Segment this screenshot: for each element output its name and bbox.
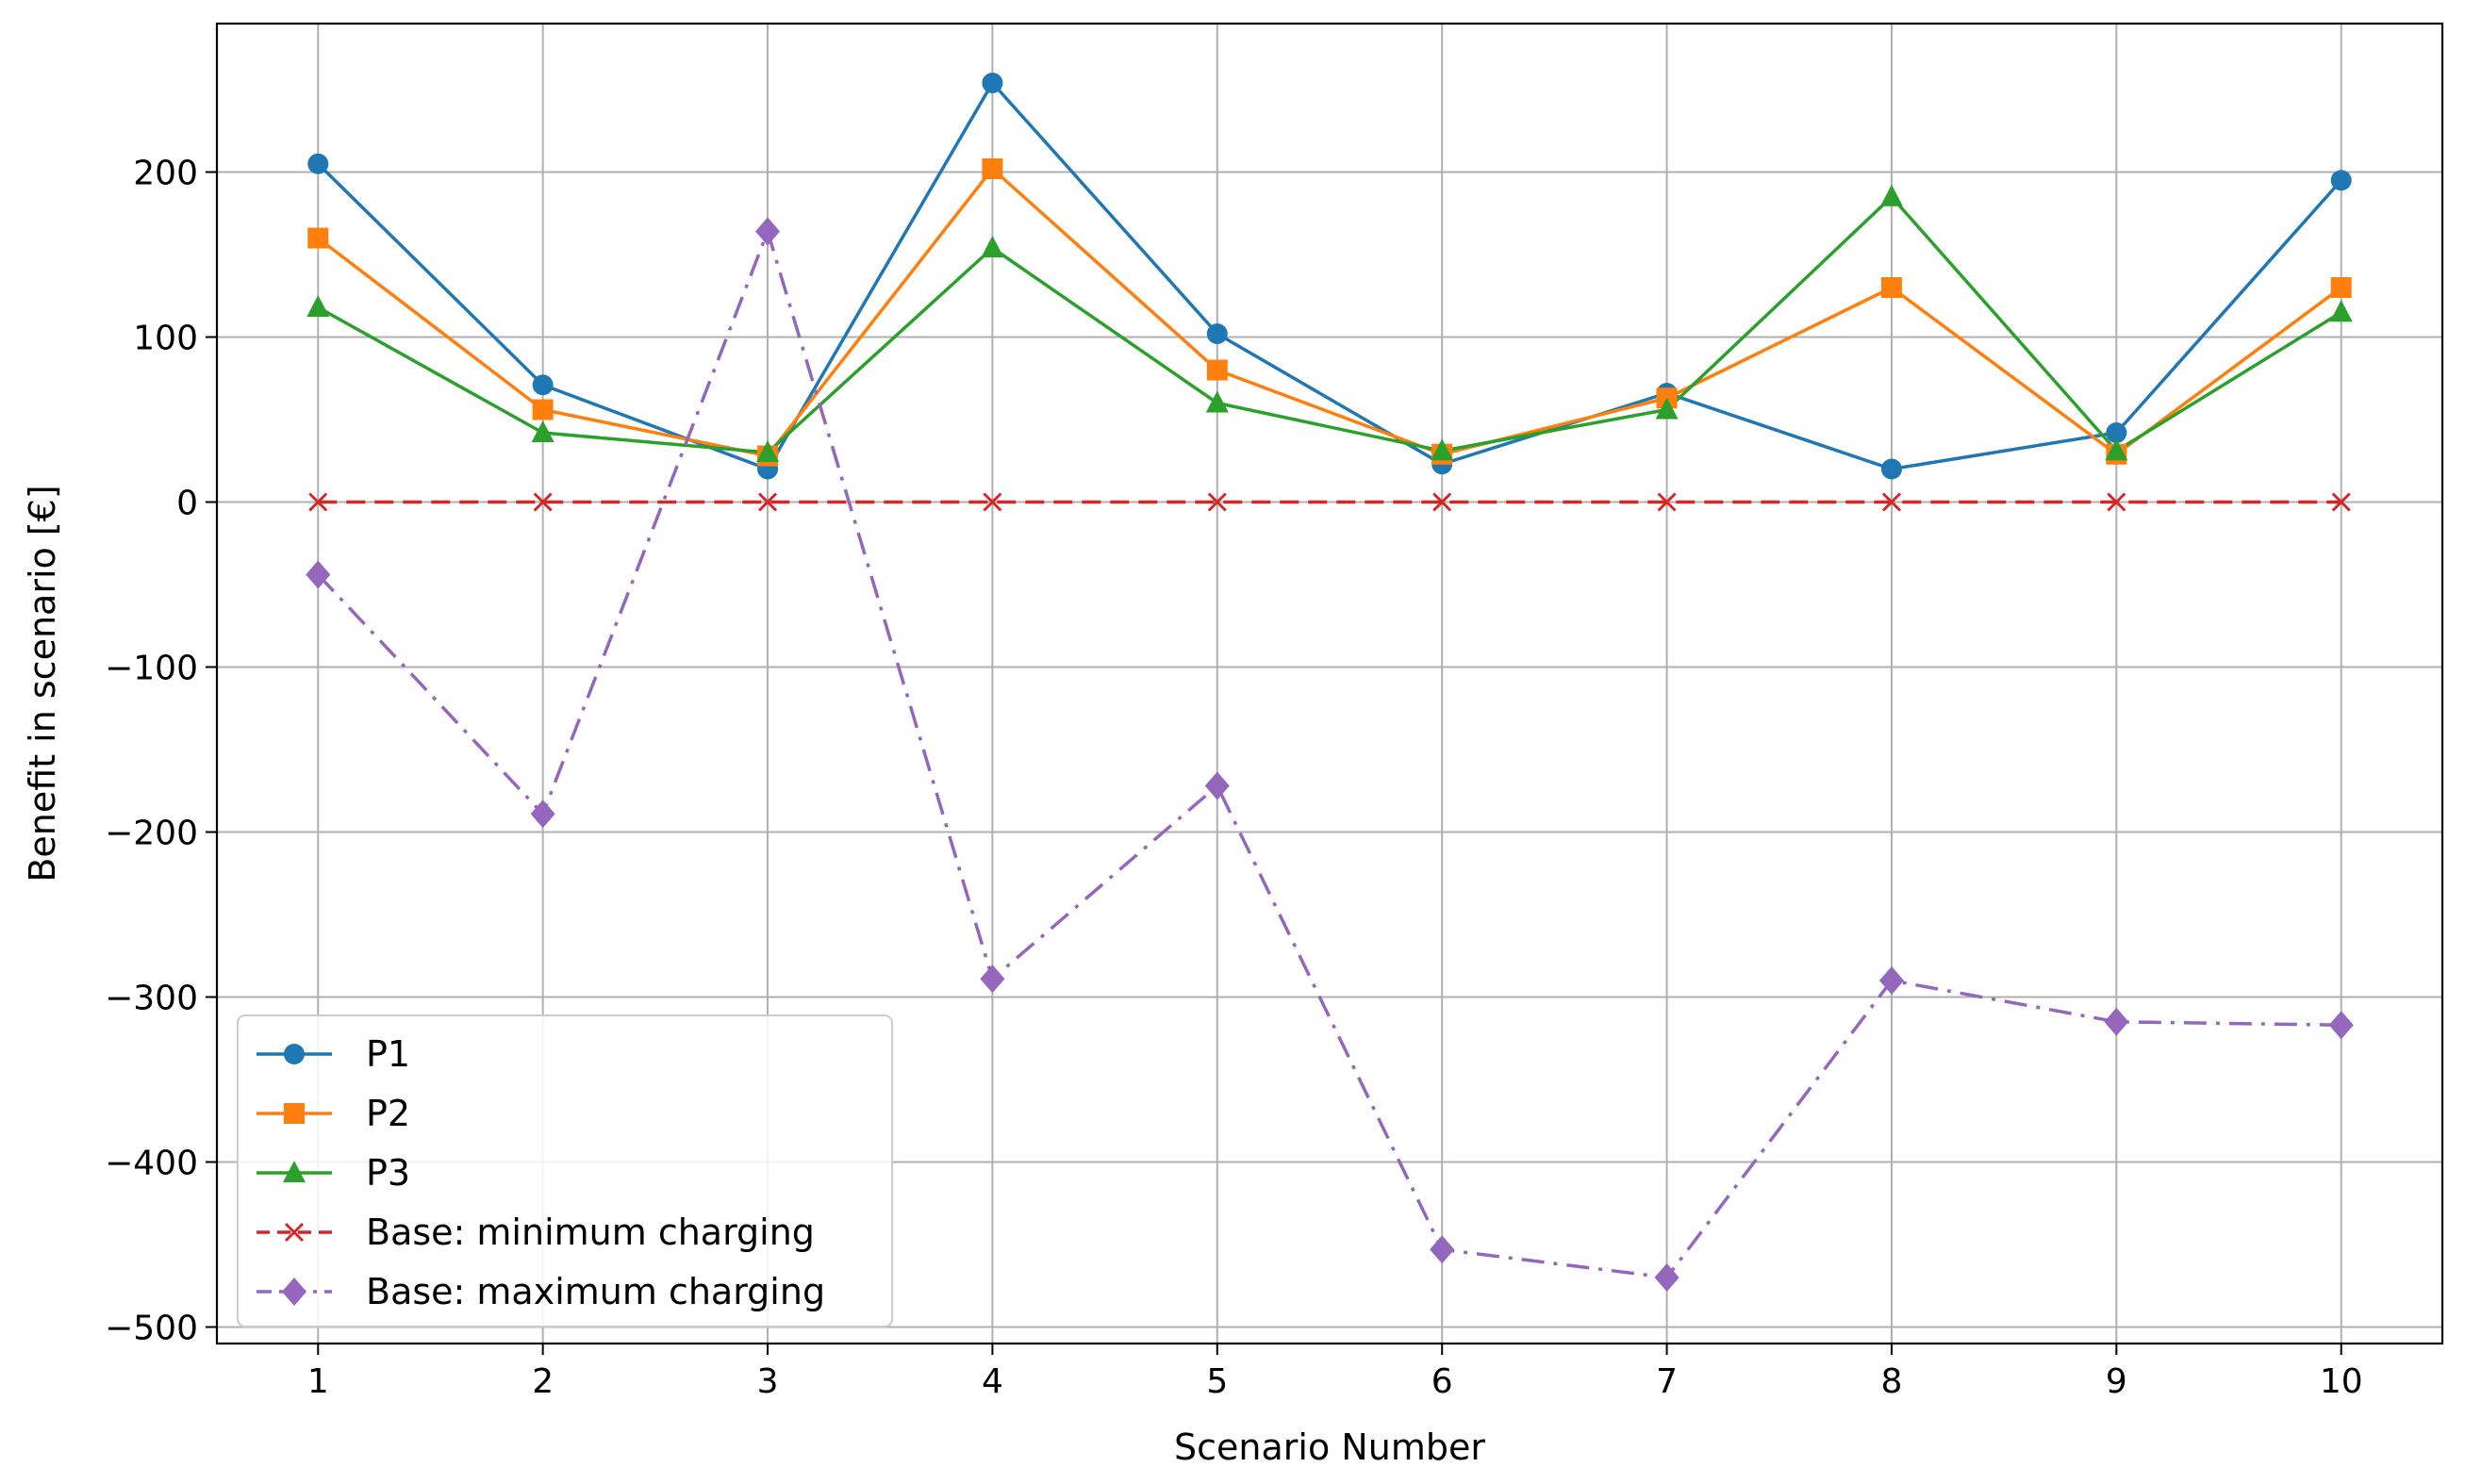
- legend-label-base-minimum-charging: Base: minimum charging: [366, 1212, 815, 1253]
- y-tick-label: −400: [105, 1145, 198, 1183]
- data-point-p1: [982, 73, 1003, 93]
- x-tick-label: 1: [307, 1362, 329, 1401]
- data-point-base-minimum-charging: [1207, 492, 1227, 512]
- data-point-p2: [1206, 359, 1228, 381]
- y-axis-label: Benefit in scenario [€]: [22, 485, 63, 882]
- data-point-base-minimum-charging: [2107, 492, 2126, 512]
- legend-marker-p3: [283, 1161, 306, 1182]
- legend-marker-base-maximum-charging: [282, 1278, 306, 1306]
- data-point-base-minimum-charging: [1432, 492, 1452, 512]
- data-point-base-minimum-charging: [757, 492, 778, 512]
- x-tick-label: 9: [2106, 1362, 2127, 1401]
- y-tick-label: 100: [133, 320, 198, 358]
- x-tick-label: 3: [757, 1362, 779, 1401]
- legend-label-p3: P3: [366, 1152, 410, 1194]
- data-point-p2: [2330, 277, 2352, 298]
- data-point-p3: [1879, 184, 1903, 206]
- series-line-p3: [317, 195, 2342, 454]
- data-point-p2: [982, 158, 1003, 179]
- data-point-base-maximum-charging: [1204, 771, 1230, 800]
- data-point-base-maximum-charging: [980, 965, 1005, 994]
- data-point-p1: [532, 374, 554, 396]
- legend-label-base-maximum-charging: Base: maximum charging: [366, 1271, 825, 1312]
- data-point-p3: [1655, 397, 1679, 420]
- data-point-p3: [2329, 300, 2353, 322]
- y-tick-label: 200: [133, 155, 198, 193]
- data-point-base-maximum-charging: [306, 560, 331, 589]
- data-point-p1: [307, 153, 329, 174]
- series-lines: [316, 81, 2343, 1279]
- data-point-p3: [531, 420, 554, 442]
- data-point-base-minimum-charging: [2331, 492, 2351, 512]
- legend-marker-base-minimum-charging: [284, 1222, 305, 1243]
- legend-marker-p1: [284, 1044, 305, 1064]
- data-point-p2: [532, 399, 554, 420]
- data-point-base-maximum-charging: [1430, 1235, 1455, 1264]
- data-point-base-maximum-charging: [2104, 1007, 2129, 1036]
- data-point-base-maximum-charging: [1878, 966, 1904, 995]
- data-point-base-minimum-charging: [1881, 492, 1902, 512]
- data-point-p1: [1206, 323, 1228, 344]
- data-point-p2: [307, 227, 329, 249]
- axis-ticks: 1 2 3 4 5 6 7 8 9 10 −500 −400 −300 −200 −100 0 100 200: [105, 155, 2363, 1402]
- legend-marker-p2: [284, 1103, 305, 1124]
- legend-box: [237, 1014, 893, 1327]
- y-tick-label: 0: [176, 485, 198, 523]
- legend: P1 P2 P3 Base: minimum charging Base: maximu…: [237, 1014, 893, 1327]
- data-point-p2: [1880, 277, 1902, 298]
- data-point-base-maximum-charging: [755, 217, 781, 246]
- x-tick-label: 7: [1656, 1362, 1678, 1401]
- data-point-base-minimum-charging: [308, 492, 328, 512]
- y-tick-label: −300: [105, 980, 198, 1018]
- data-point-p3: [1205, 390, 1229, 413]
- x-tick-label: 8: [1881, 1362, 1903, 1401]
- x-tick-label: 4: [982, 1362, 1003, 1401]
- data-point-p1: [2330, 170, 2352, 191]
- data-point-base-maximum-charging: [2328, 1011, 2354, 1040]
- grid-lines: [217, 24, 2442, 1344]
- x-tick-label: 2: [532, 1362, 554, 1401]
- data-point-p3: [2105, 438, 2128, 461]
- data-point-base-minimum-charging: [533, 492, 553, 512]
- data-point-base-maximum-charging: [530, 800, 555, 829]
- plot-frame: [215, 22, 2444, 1345]
- data-point-p3: [756, 440, 780, 462]
- series-markers: [306, 73, 2354, 1292]
- y-tick-label: −100: [105, 650, 198, 688]
- data-point-p1: [2106, 422, 2127, 443]
- x-tick-label: 10: [2320, 1362, 2363, 1401]
- x-axis-label: Scenario Number: [1174, 1426, 1485, 1468]
- data-point-p1: [1880, 458, 1902, 480]
- data-point-p3: [1431, 438, 1454, 461]
- series-line-p1: [317, 81, 2343, 471]
- x-tick-label: 6: [1431, 1362, 1453, 1401]
- legend-label-p2: P2: [366, 1093, 410, 1134]
- series-line-p2: [317, 167, 2342, 458]
- legend-label-p1: P1: [366, 1033, 410, 1075]
- x-tick-label: 5: [1206, 1362, 1228, 1401]
- data-point-base-maximum-charging: [1654, 1263, 1679, 1292]
- data-point-p3: [981, 236, 1004, 257]
- y-tick-label: −200: [105, 815, 198, 853]
- y-tick-label: −500: [105, 1310, 198, 1348]
- data-point-p3: [306, 295, 330, 317]
- series-line-base-maximum-charging: [316, 229, 2341, 1279]
- data-point-base-minimum-charging: [1657, 492, 1677, 512]
- data-point-base-minimum-charging: [983, 492, 1002, 512]
